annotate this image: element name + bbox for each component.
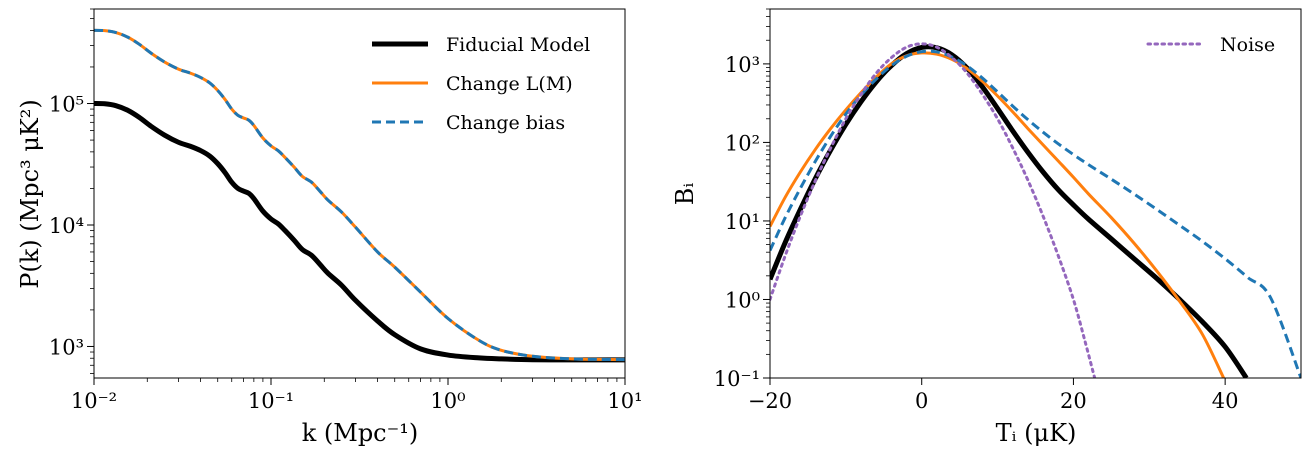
right-y-tick-label: 10² <box>725 131 760 155</box>
left-y-tick-label: 10³ <box>49 335 84 359</box>
right-series-line-2 <box>770 49 1301 378</box>
left-series-line-2 <box>94 28 625 362</box>
left-legend: Fiducial Model Change L(M) Change bias <box>372 34 590 134</box>
right-x-tick-label: 0 <box>915 389 928 413</box>
right-series-line-0 <box>770 44 1249 378</box>
right-plot-frame <box>769 8 1302 379</box>
right-series-line-1 <box>770 51 1225 378</box>
right-legend: Noise <box>1146 34 1275 56</box>
legend-label-noise: Noise <box>1220 34 1275 56</box>
left-x-tick-label: 10⁻¹ <box>248 389 294 413</box>
right-x-tick-label: 40 <box>1212 389 1239 413</box>
right-y-tick-label: 10⁰ <box>725 288 760 312</box>
left-x-axis-label: k (Mpc⁻¹) <box>302 419 419 447</box>
legend-label-fiducial-model: Fiducial Model <box>446 34 590 56</box>
left-ticks: 10⁻² 10⁻¹ 10⁰ 10¹ 10³ 10⁴ 10⁵ <box>49 8 643 413</box>
right-series-line-3 <box>770 42 1097 378</box>
left-x-tick-label: 10⁻² <box>71 389 117 413</box>
right-x-axis-label: Tᵢ (μK) <box>996 419 1077 447</box>
left-y-tick-label: 10⁴ <box>49 214 84 238</box>
legend-label-change-lm: Change L(M) <box>446 73 573 95</box>
left-x-tick-label: 10¹ <box>607 389 642 413</box>
left-x-tick-label: 10⁰ <box>430 389 465 413</box>
right-y-tick-label: 10⁻¹ <box>714 367 760 391</box>
right-plot-lines <box>770 42 1301 378</box>
legend-label-change-bias: Change bias <box>446 112 565 134</box>
right-y-axis-label: Bᵢ <box>671 183 699 206</box>
left-plot-lines <box>94 28 625 363</box>
left-y-tick-label: 10⁵ <box>49 93 84 117</box>
right-y-tick-label: 10¹ <box>725 210 760 234</box>
right-y-tick-label: 10³ <box>725 53 760 77</box>
left-y-axis-label: P(k) (Mpc³ μK²) <box>16 99 44 289</box>
left-series-line-0 <box>94 101 625 363</box>
right-x-tick-label: −20 <box>748 389 792 413</box>
right-panel: −20 0 20 40 10⁻¹ 10⁰ 10¹ 10² 10³ Tᵢ (μK) Bᵢ Nois… <box>671 8 1302 447</box>
left-plot-frame <box>93 8 626 379</box>
right-ticks: −20 0 20 40 10⁻¹ 10⁰ 10¹ 10² 10³ <box>714 8 1239 413</box>
right-x-tick-label: 20 <box>1060 389 1087 413</box>
left-panel: 10⁻² 10⁻¹ 10⁰ 10¹ 10³ 10⁴ 10⁵ k (Mpc⁻¹) P(k) (… <box>16 8 643 447</box>
